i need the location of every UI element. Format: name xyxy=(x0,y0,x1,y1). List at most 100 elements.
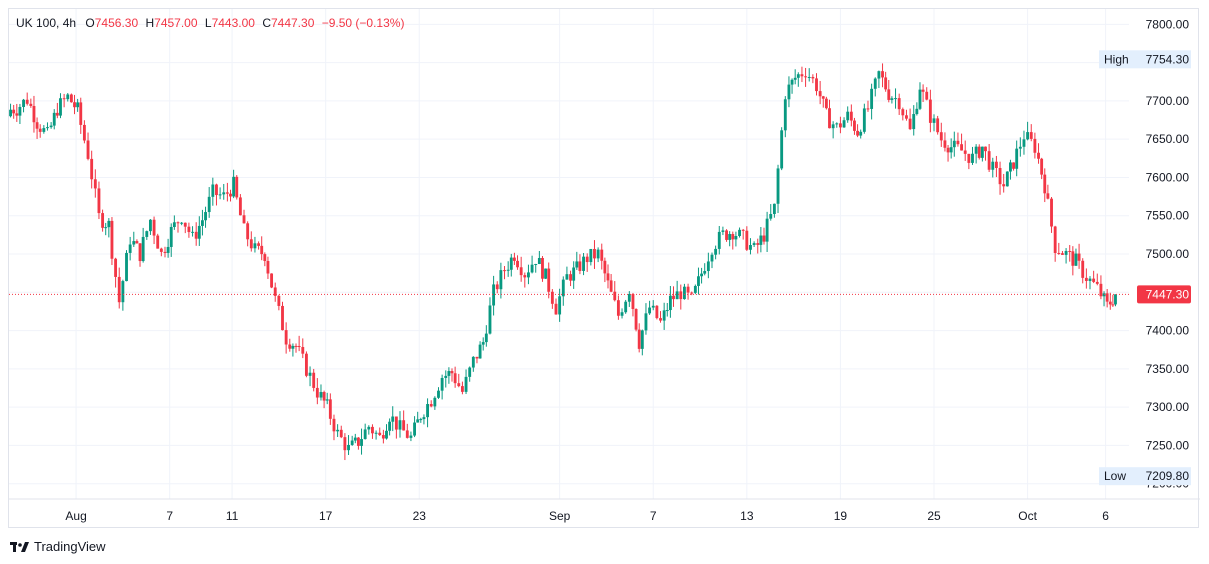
x-tick-label: 13 xyxy=(740,509,754,523)
candle-body xyxy=(114,258,118,277)
candle-body xyxy=(1037,152,1040,159)
candle-body xyxy=(541,257,544,279)
candle-body xyxy=(1081,260,1085,278)
high-label: H xyxy=(145,16,155,30)
candle-body xyxy=(319,392,323,398)
candle-body xyxy=(172,222,176,228)
candle-body xyxy=(322,392,326,401)
candle-body xyxy=(1043,174,1047,194)
candle-body xyxy=(191,231,194,233)
candle-body xyxy=(772,203,776,215)
tradingview-logo-icon xyxy=(10,541,29,552)
candle-body xyxy=(117,276,121,303)
candle-body xyxy=(1015,148,1019,169)
candle-body xyxy=(783,99,787,131)
candle-body xyxy=(457,383,461,387)
candle-body xyxy=(862,108,866,132)
candle-body xyxy=(180,222,184,224)
candle-body xyxy=(62,98,66,100)
candle-body xyxy=(897,98,901,110)
candle-body xyxy=(506,269,510,271)
candle-body xyxy=(55,112,59,116)
candlestick-chart[interactable]: 7800.007750.007700.007650.007600.007550.… xyxy=(9,9,1200,529)
candle-body xyxy=(936,118,940,133)
y-tick-label: 7250.00 xyxy=(1146,438,1190,452)
candle-body xyxy=(97,188,101,214)
brand-name: TradingView xyxy=(34,539,106,554)
candle-body xyxy=(710,254,714,262)
candle-body xyxy=(363,429,367,440)
candle-body xyxy=(35,122,39,129)
candle-body xyxy=(728,234,732,240)
candle-body xyxy=(238,197,242,216)
candle-body xyxy=(93,179,97,189)
candle-body xyxy=(828,108,831,129)
x-tick-label: 17 xyxy=(319,509,333,523)
candle-body xyxy=(624,301,628,313)
candle-body xyxy=(1071,251,1075,266)
candle-body xyxy=(634,309,638,330)
candle-body xyxy=(668,295,672,311)
candle-body xyxy=(121,281,125,303)
candle-body xyxy=(793,77,797,80)
chart-frame[interactable]: 7800.007750.007700.007650.007600.007550.… xyxy=(8,8,1200,529)
candle-body xyxy=(616,300,620,316)
candle-body xyxy=(780,130,784,169)
candle-body xyxy=(59,98,62,116)
candle-body xyxy=(589,248,593,263)
candle-body xyxy=(960,144,964,151)
candle-body xyxy=(132,241,136,245)
candle-body xyxy=(235,176,239,198)
candle-body xyxy=(1111,304,1115,306)
candle-body xyxy=(665,310,669,312)
candle-body xyxy=(69,94,73,103)
candle-body xyxy=(141,236,145,262)
candle-body xyxy=(266,260,270,274)
candle-body xyxy=(620,312,624,316)
candle-body xyxy=(1002,184,1006,187)
candle-body xyxy=(977,146,981,158)
candle-body xyxy=(215,184,218,196)
candle-body xyxy=(38,128,42,132)
candle-body xyxy=(578,261,582,271)
candle-body xyxy=(125,252,128,282)
y-tick-label: 7500.00 xyxy=(1146,247,1190,261)
candle-body xyxy=(429,404,433,407)
candle-body xyxy=(807,76,811,78)
candle-body xyxy=(509,257,513,270)
candle-body xyxy=(932,118,936,123)
candle-body xyxy=(994,161,998,169)
candle-body xyxy=(811,76,815,79)
x-tick-label: Oct xyxy=(1018,509,1037,523)
candle-body xyxy=(887,89,891,100)
candle-body xyxy=(912,114,916,130)
candle-body xyxy=(301,347,305,354)
candle-body xyxy=(1026,132,1030,140)
candle-body xyxy=(915,108,919,115)
candle-body xyxy=(481,342,485,345)
candle-body xyxy=(409,435,413,438)
candle-body xyxy=(159,248,163,252)
candle-body xyxy=(866,108,870,110)
candle-body xyxy=(297,346,301,348)
candle-body xyxy=(679,291,683,300)
candle-body xyxy=(516,260,519,268)
candle-body xyxy=(218,194,222,196)
candle-body xyxy=(1009,162,1012,172)
candle-body xyxy=(796,74,800,78)
candle-body xyxy=(419,419,423,421)
candle-body xyxy=(787,84,791,100)
candle-body xyxy=(800,74,804,77)
candle-body xyxy=(1022,139,1026,147)
candle-body xyxy=(918,89,922,109)
candle-body xyxy=(343,437,347,451)
candle-body xyxy=(426,404,429,418)
high-marker-label: High xyxy=(1104,52,1129,66)
candle-body xyxy=(453,373,457,384)
candle-body xyxy=(873,78,877,89)
candle-body xyxy=(1114,294,1117,305)
candle-body xyxy=(90,158,94,180)
candle-body xyxy=(846,111,850,121)
candle-body xyxy=(374,432,378,434)
brand[interactable]: TradingView xyxy=(10,539,106,554)
